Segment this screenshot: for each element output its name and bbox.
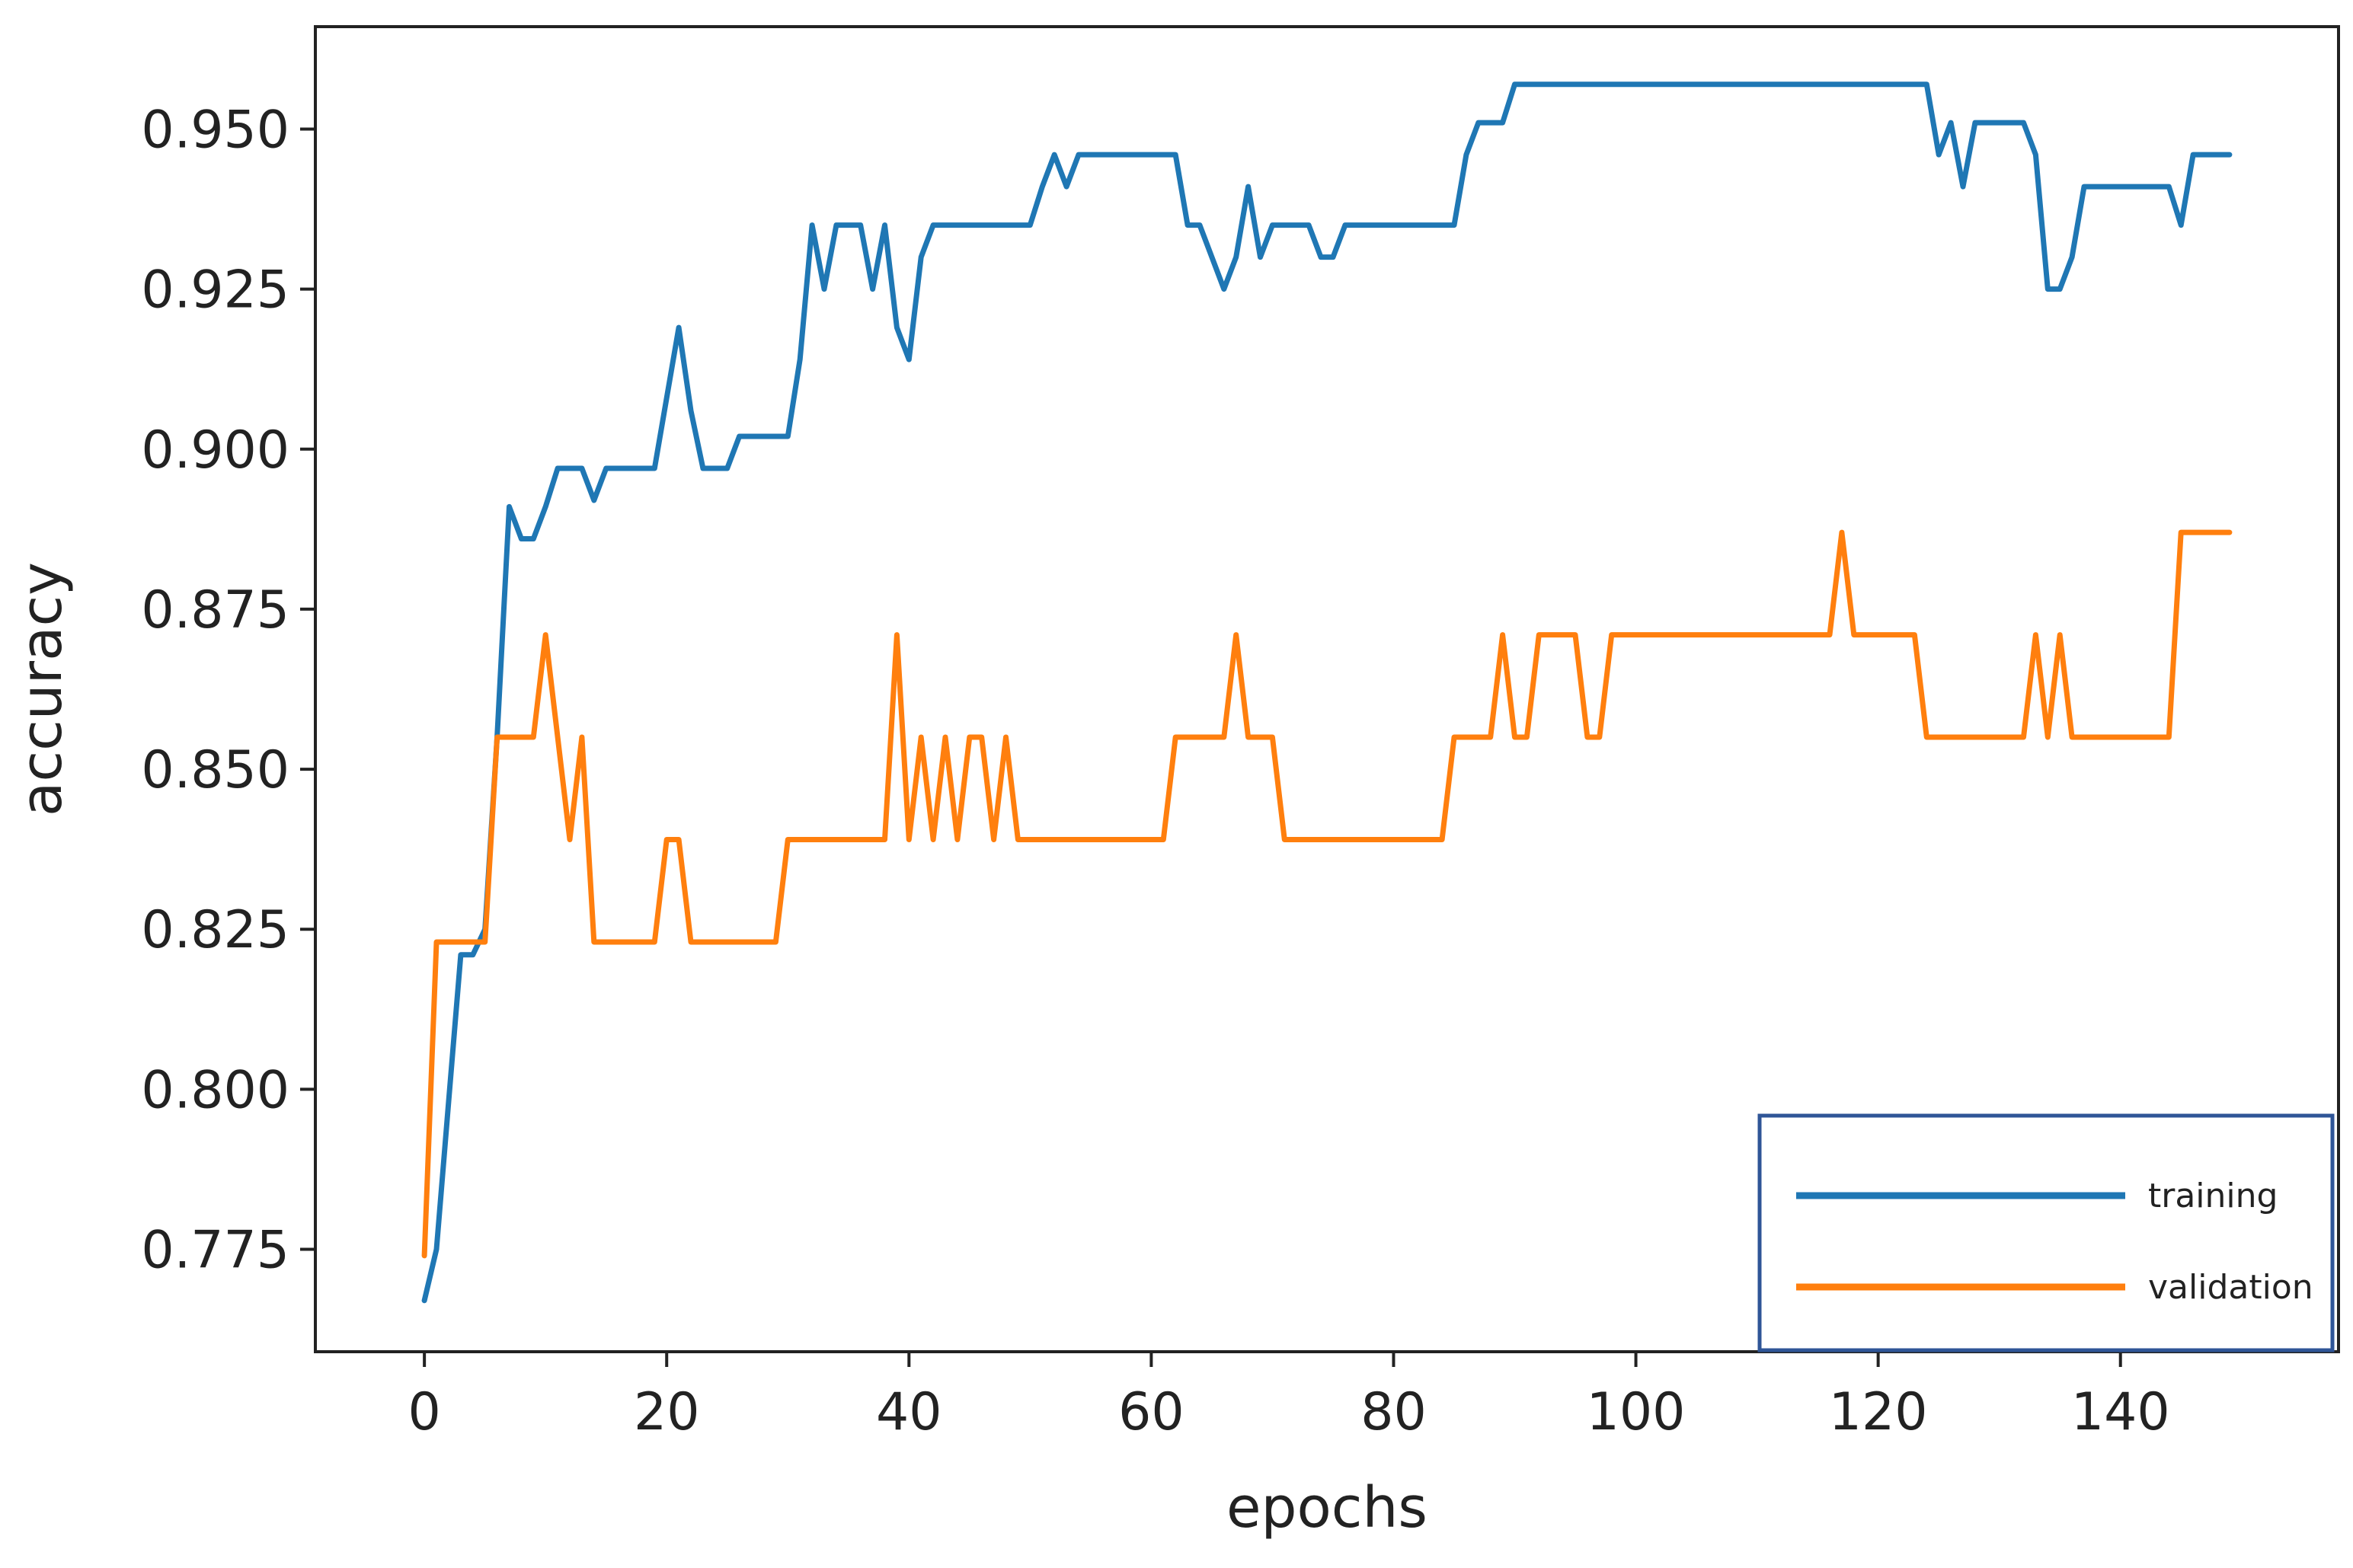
x-tick-label: 120 [1829, 1382, 1928, 1442]
x-tick-label: 80 [1360, 1382, 1427, 1442]
x-axis-title: epochs [1226, 1475, 1427, 1541]
x-tick-label: 140 [2071, 1382, 2170, 1442]
plot-frame [314, 25, 2340, 1353]
y-axis-title: accuracy [9, 562, 75, 816]
legend: training validation [1757, 1113, 2335, 1352]
y-tick-label: 0.925 [141, 260, 289, 321]
x-tick-label: 0 [408, 1382, 441, 1442]
series-line-training [421, 81, 2233, 1304]
y-tick-label: 0.875 [141, 580, 289, 640]
y-tick-label: 0.950 [141, 100, 289, 160]
x-tick-label: 40 [876, 1382, 942, 1442]
x-tick-label: 100 [1587, 1382, 1686, 1442]
x-axis-ticks: 0 20 40 60 80 100 120 140 [408, 1352, 2170, 1442]
x-tick-label: 20 [634, 1382, 700, 1442]
y-tick-label: 0.900 [141, 420, 289, 481]
y-tick-label: 0.825 [141, 900, 289, 960]
series-line-validation [421, 529, 2233, 1259]
y-tick-label: 0.850 [141, 740, 289, 800]
legend-validation-label: validation [2148, 1268, 2313, 1307]
legend-box [1757, 1113, 2335, 1352]
legend-training-label: training [2148, 1177, 2278, 1215]
y-tick-label: 0.775 [141, 1221, 289, 1281]
y-axis-ticks: 0.775 0.800 0.825 0.850 0.875 0.900 0.925 0.950 [141, 100, 315, 1281]
y-tick-label: 0.800 [141, 1060, 289, 1120]
x-tick-label: 60 [1118, 1382, 1184, 1442]
series-layer [421, 81, 2233, 1304]
